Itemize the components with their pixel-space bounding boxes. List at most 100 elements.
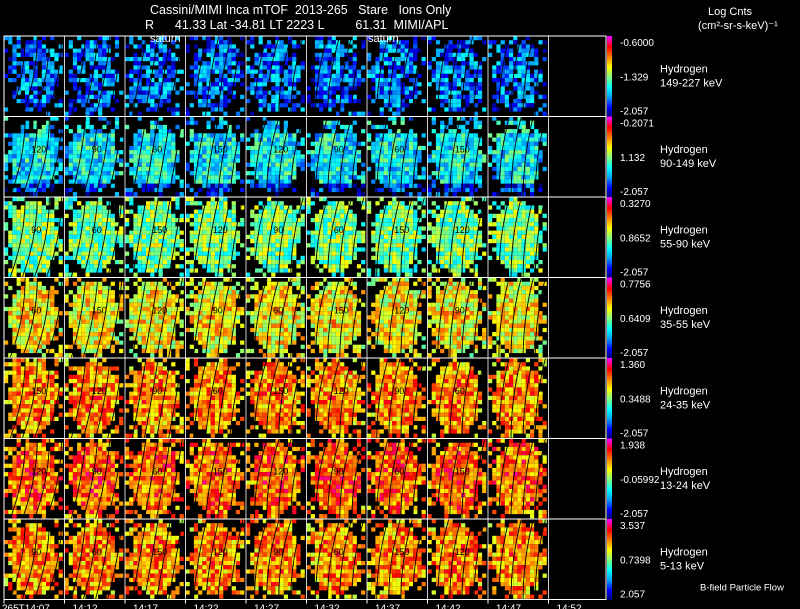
pixel	[452, 251, 457, 256]
contour-line	[9, 116, 26, 198]
pixel	[327, 209, 332, 214]
pixel	[509, 171, 514, 176]
pixel	[383, 268, 388, 273]
pixel	[392, 90, 397, 95]
contour-line	[33, 35, 50, 117]
pixel	[12, 197, 17, 202]
pixel	[456, 247, 462, 252]
contour-line	[315, 35, 329, 117]
pixel	[54, 52, 59, 57]
pixel	[54, 78, 59, 83]
pixel	[72, 226, 78, 231]
pixel	[440, 251, 445, 256]
pixel	[262, 179, 267, 184]
pixel	[525, 260, 530, 265]
pixel	[271, 183, 276, 188]
pixel	[473, 90, 478, 95]
pixel	[283, 175, 288, 180]
pixel	[371, 124, 376, 130]
pixel	[473, 61, 478, 66]
pixel	[110, 107, 115, 112]
pixel	[344, 260, 349, 265]
pixel	[400, 145, 405, 151]
pixel	[400, 209, 405, 214]
pixel	[12, 315, 17, 320]
pixel	[231, 218, 236, 223]
pixel	[85, 183, 90, 188]
pixel	[254, 175, 259, 180]
pixel	[193, 73, 199, 78]
pixel	[335, 268, 341, 273]
pixel	[335, 99, 341, 104]
pixel	[154, 57, 159, 62]
pixel	[513, 234, 518, 239]
pixel	[500, 162, 505, 167]
pixel	[530, 48, 535, 53]
pixel	[150, 133, 155, 138]
pixel	[500, 90, 505, 95]
pixel	[292, 255, 297, 260]
pixel	[288, 99, 293, 104]
pixel	[29, 175, 34, 180]
pixel	[409, 205, 414, 210]
pixel	[409, 268, 414, 273]
pixel	[331, 187, 336, 193]
pixel	[440, 86, 445, 91]
pixel	[456, 272, 462, 277]
pixel	[473, 213, 478, 218]
pixel	[427, 272, 432, 277]
pixel	[81, 103, 86, 108]
pixel	[258, 40, 263, 45]
pixel	[98, 226, 103, 231]
pixel	[392, 99, 397, 104]
pixel	[146, 137, 151, 142]
pixel	[473, 69, 478, 74]
pixel	[352, 82, 357, 87]
pixel	[93, 205, 99, 210]
pixel	[314, 40, 320, 45]
pixel	[227, 137, 232, 142]
pixel	[473, 175, 478, 180]
pixel	[517, 150, 522, 155]
pixel	[465, 243, 470, 248]
pixel	[525, 209, 530, 214]
pixel	[162, 78, 167, 83]
pixel	[288, 141, 293, 146]
pixel	[262, 209, 267, 214]
pixel	[214, 209, 220, 214]
pixel	[223, 94, 228, 99]
pixel	[275, 183, 280, 188]
pixel	[189, 133, 194, 138]
pixel	[296, 141, 301, 146]
pixel	[93, 179, 99, 184]
pixel	[435, 251, 441, 256]
pixel	[440, 243, 445, 248]
pixel	[396, 141, 401, 146]
pixel	[375, 69, 380, 74]
pixel	[444, 73, 449, 78]
pixel	[219, 201, 224, 206]
pixel	[167, 260, 172, 265]
pixel	[279, 187, 284, 193]
pixel	[504, 129, 509, 134]
pixel	[488, 133, 493, 138]
pixel	[292, 137, 297, 142]
pixel	[219, 99, 224, 104]
pixel	[133, 86, 138, 91]
pixel	[504, 209, 509, 214]
pixel	[25, 158, 30, 163]
pixel	[517, 124, 522, 130]
pixel	[500, 73, 505, 78]
pixel	[77, 251, 82, 256]
pixel	[68, 103, 73, 108]
pixel	[46, 239, 51, 244]
pixel	[388, 82, 393, 87]
pixel	[513, 82, 518, 87]
pixel	[8, 57, 13, 62]
pixel	[296, 230, 301, 235]
pixel	[68, 222, 73, 227]
pixel	[413, 52, 418, 57]
pixel	[158, 192, 163, 197]
pixel	[300, 107, 305, 112]
pixel	[129, 36, 134, 41]
